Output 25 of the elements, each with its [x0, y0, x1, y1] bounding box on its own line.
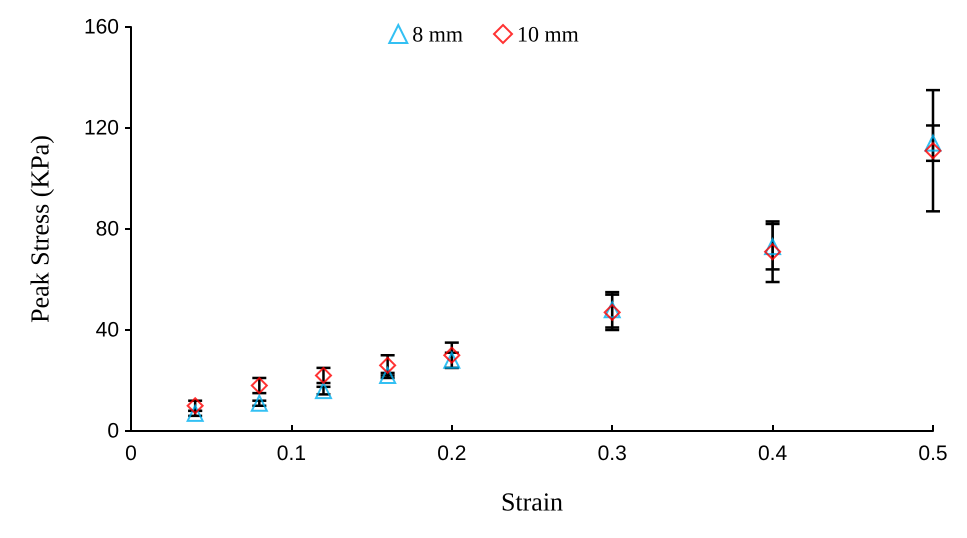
point [250, 394, 268, 412]
y-tick-label: 80 [96, 218, 119, 240]
y-tick-label: 0 [107, 420, 119, 442]
point [379, 356, 396, 374]
y-tick-label: 160 [84, 16, 119, 38]
point [314, 382, 332, 400]
legend-label: 10 mm [517, 22, 579, 46]
legend-label: 8 mm [412, 22, 464, 46]
x-tick-label: 0.1 [276, 442, 306, 465]
point [924, 142, 942, 160]
point [186, 404, 204, 422]
x-tick-label: 0.3 [598, 442, 627, 465]
x-tick-label: 0 [125, 442, 137, 465]
point [443, 346, 460, 364]
y-axis-title: Peak Stress (KPa) [26, 135, 54, 323]
point [379, 366, 396, 384]
point [764, 243, 782, 260]
x-tick-label: 0.4 [758, 442, 788, 465]
x-tick-label: 0.5 [918, 442, 948, 465]
point [924, 134, 942, 152]
point [764, 238, 782, 256]
x-tick-label: 0.2 [437, 442, 466, 465]
x-axis-title: Strain [500, 488, 564, 516]
y-tick-label: 40 [96, 318, 119, 342]
y-tick-label: 120 [84, 116, 119, 140]
